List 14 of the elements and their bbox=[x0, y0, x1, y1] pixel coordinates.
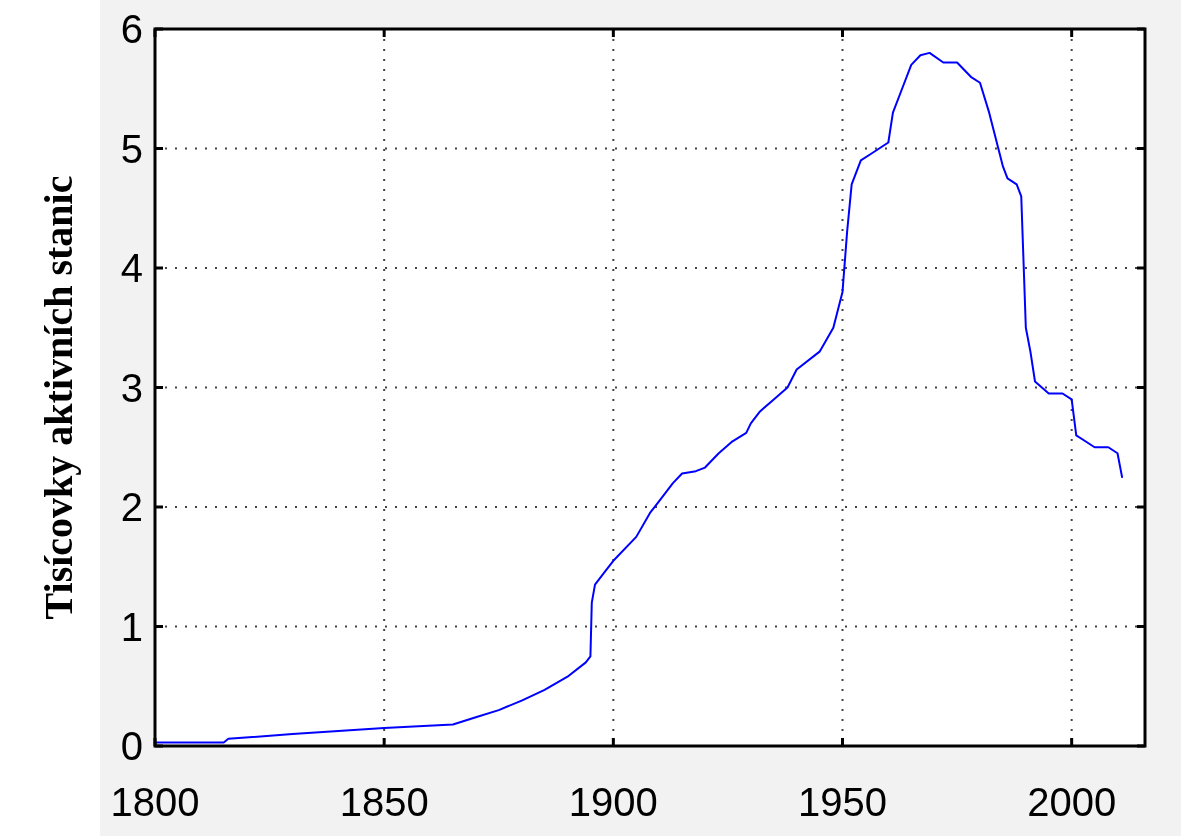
y-tick-label: 1 bbox=[120, 604, 143, 649]
y-axis-title: Tisícovky aktivních stanic bbox=[36, 175, 81, 620]
y-tick-label: 3 bbox=[120, 365, 143, 410]
x-tick-label: 2000 bbox=[1027, 780, 1117, 824]
x-tick-label: 1950 bbox=[798, 780, 887, 824]
y-tick-label: 5 bbox=[120, 126, 143, 171]
x-tick-label: 1800 bbox=[110, 780, 200, 824]
x-tick-label: 1850 bbox=[339, 780, 429, 824]
y-tick-label: 6 bbox=[120, 7, 143, 51]
y-tick-label: 4 bbox=[120, 246, 143, 290]
y-tick-label: 0 bbox=[120, 724, 143, 768]
y-tick-label: 2 bbox=[120, 485, 143, 529]
line-series bbox=[154, 51, 1124, 744]
x-tick-label: 1900 bbox=[568, 780, 658, 824]
